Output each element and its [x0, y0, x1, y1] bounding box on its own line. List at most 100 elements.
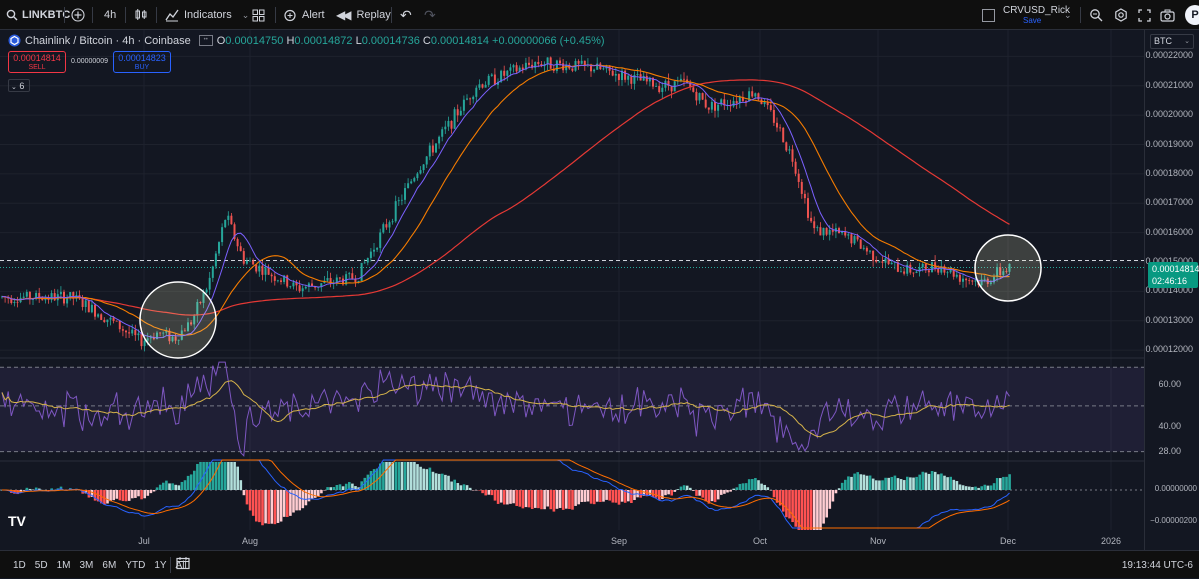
- candle-body: [478, 84, 481, 88]
- compare-button[interactable]: [71, 0, 85, 30]
- candle-body: [385, 224, 388, 228]
- macd-histogram-bar: [828, 490, 832, 509]
- macd-histogram-bar: [884, 477, 887, 490]
- settings-button[interactable]: [1114, 0, 1128, 30]
- symbol-search-button[interactable]: LINKBTC: [6, 0, 70, 30]
- indicator-collapse-toggle[interactable]: ⌄ 6: [8, 79, 30, 92]
- candle-body: [614, 73, 617, 76]
- macd-histogram-bar: [989, 485, 993, 490]
- macd-histogram-bar: [782, 490, 785, 512]
- candle-body: [202, 292, 205, 303]
- candle-body: [183, 330, 186, 332]
- macd-histogram-bar: [22, 490, 26, 491]
- range-button-1y[interactable]: 1Y: [154, 559, 167, 571]
- macd-histogram-bar: [224, 462, 227, 490]
- time-axis-label: Jul: [138, 536, 150, 546]
- macd-histogram-bar: [462, 484, 466, 490]
- macd-histogram-bar: [602, 490, 605, 502]
- candle-body: [242, 251, 245, 264]
- indicators-button[interactable]: Indicators ⌄: [165, 0, 249, 30]
- candle-body: [670, 86, 673, 92]
- macd-histogram-bar: [450, 481, 453, 490]
- macd-histogram-bar: [372, 469, 376, 490]
- macd-histogram-bar: [453, 479, 456, 490]
- layout-checkbox[interactable]: [982, 0, 995, 30]
- undo-button[interactable]: ↶: [400, 0, 412, 30]
- macd-histogram-bar: [87, 490, 91, 498]
- range-button-3m[interactable]: 3M: [79, 559, 94, 571]
- layout-menu-chevron[interactable]: ⌄: [1064, 0, 1072, 30]
- macd-histogram-bar: [400, 462, 404, 490]
- candle-body: [106, 319, 109, 323]
- range-button-1d[interactable]: 1D: [13, 559, 26, 571]
- indicator-count: 6: [19, 81, 25, 91]
- fullscreen-button[interactable]: [1138, 0, 1151, 30]
- candle-body: [366, 258, 369, 263]
- sell-button[interactable]: 0.00014814 SELL: [8, 51, 66, 73]
- candle-body: [466, 98, 468, 100]
- candle-body: [199, 301, 202, 303]
- macd-histogram-bar: [499, 490, 503, 503]
- price-axis[interactable]: BTC ⌄ 0.00022000 0.00021000 0.00020000 0.00…: [1144, 30, 1199, 550]
- quick-search-button[interactable]: [1089, 0, 1103, 30]
- grid-icon: [252, 9, 265, 21]
- range-button-5d[interactable]: 5D: [34, 559, 48, 571]
- legend-more-icon[interactable]: ••: [198, 35, 213, 46]
- macd-histogram-bar: [41, 489, 44, 491]
- layout-name-button[interactable]: CRVUSD_Rick Save: [1003, 0, 1070, 30]
- candle-body: [311, 283, 313, 287]
- candle-body: [596, 63, 599, 70]
- candle-body: [410, 181, 413, 184]
- buy-button[interactable]: 0.00014823 BUY: [113, 51, 171, 73]
- range-button-6m[interactable]: 6M: [102, 559, 117, 571]
- macd-histogram-bar: [791, 490, 794, 523]
- macd-histogram-bar: [949, 476, 952, 490]
- macd-histogram-bar: [785, 490, 788, 518]
- replay-button[interactable]: ◀◀ Replay: [336, 0, 391, 30]
- goto-date-button[interactable]: [176, 556, 190, 573]
- candle-body: [431, 145, 434, 153]
- macd-histogram-bar: [472, 490, 475, 491]
- candle-body: [583, 60, 586, 65]
- chart-type-button[interactable]: [134, 0, 148, 30]
- price-tick-label: 0.00020000: [1145, 109, 1193, 120]
- macd-histogram-bar: [186, 475, 190, 490]
- templates-button[interactable]: [252, 0, 265, 30]
- candle-body: [239, 246, 242, 252]
- checkbox-icon: [982, 8, 995, 22]
- range-button-all[interactable]: All: [175, 559, 187, 571]
- candle-body: [171, 336, 174, 342]
- macd-histogram-bar: [295, 490, 298, 511]
- chart-plot[interactable]: Jul Aug Sep Oct Nov Dec 2026 TV: [0, 30, 1144, 550]
- macd-histogram-bar: [25, 487, 29, 490]
- macd-histogram-bar: [534, 490, 537, 508]
- price-tick-label: 0.00021000: [1145, 79, 1193, 90]
- candle-body: [741, 97, 744, 101]
- range-button-ytd[interactable]: YTD: [125, 559, 146, 571]
- interval-button[interactable]: 4h: [104, 0, 116, 30]
- candle-body: [989, 282, 992, 284]
- macd-histogram-bar: [667, 490, 670, 495]
- macd-histogram-bar: [968, 486, 971, 490]
- candle-body: [590, 64, 592, 72]
- snapshot-button[interactable]: [1160, 0, 1175, 30]
- candle-body: [500, 70, 503, 82]
- profile-button[interactable]: P: [1185, 0, 1199, 30]
- candle-body: [193, 315, 196, 325]
- candle-body: [949, 268, 952, 273]
- range-button-1m[interactable]: 1M: [56, 559, 71, 571]
- alert-button[interactable]: Alert: [283, 0, 325, 30]
- macd-histogram-bar: [735, 487, 739, 490]
- currency-selector[interactable]: BTC ⌄: [1150, 34, 1194, 49]
- macd-histogram-bar: [679, 486, 683, 490]
- rsi-ma-line: [1, 380, 1010, 438]
- chart-canvas[interactable]: Jul Aug Sep Oct Nov Dec 2026 TV: [0, 30, 1144, 550]
- macd-histogram-bar: [109, 490, 112, 502]
- macd-histogram-bar: [264, 490, 267, 524]
- price-tick-label: 0.00022000: [1145, 50, 1193, 61]
- redo-button[interactable]: ↷: [424, 0, 436, 30]
- candle-body: [754, 93, 757, 97]
- rewind-icon: ◀◀: [336, 8, 352, 22]
- clock-timezone[interactable]: 19:13:44 UTC-6: [1121, 559, 1193, 571]
- macd-histogram-bar: [701, 490, 704, 498]
